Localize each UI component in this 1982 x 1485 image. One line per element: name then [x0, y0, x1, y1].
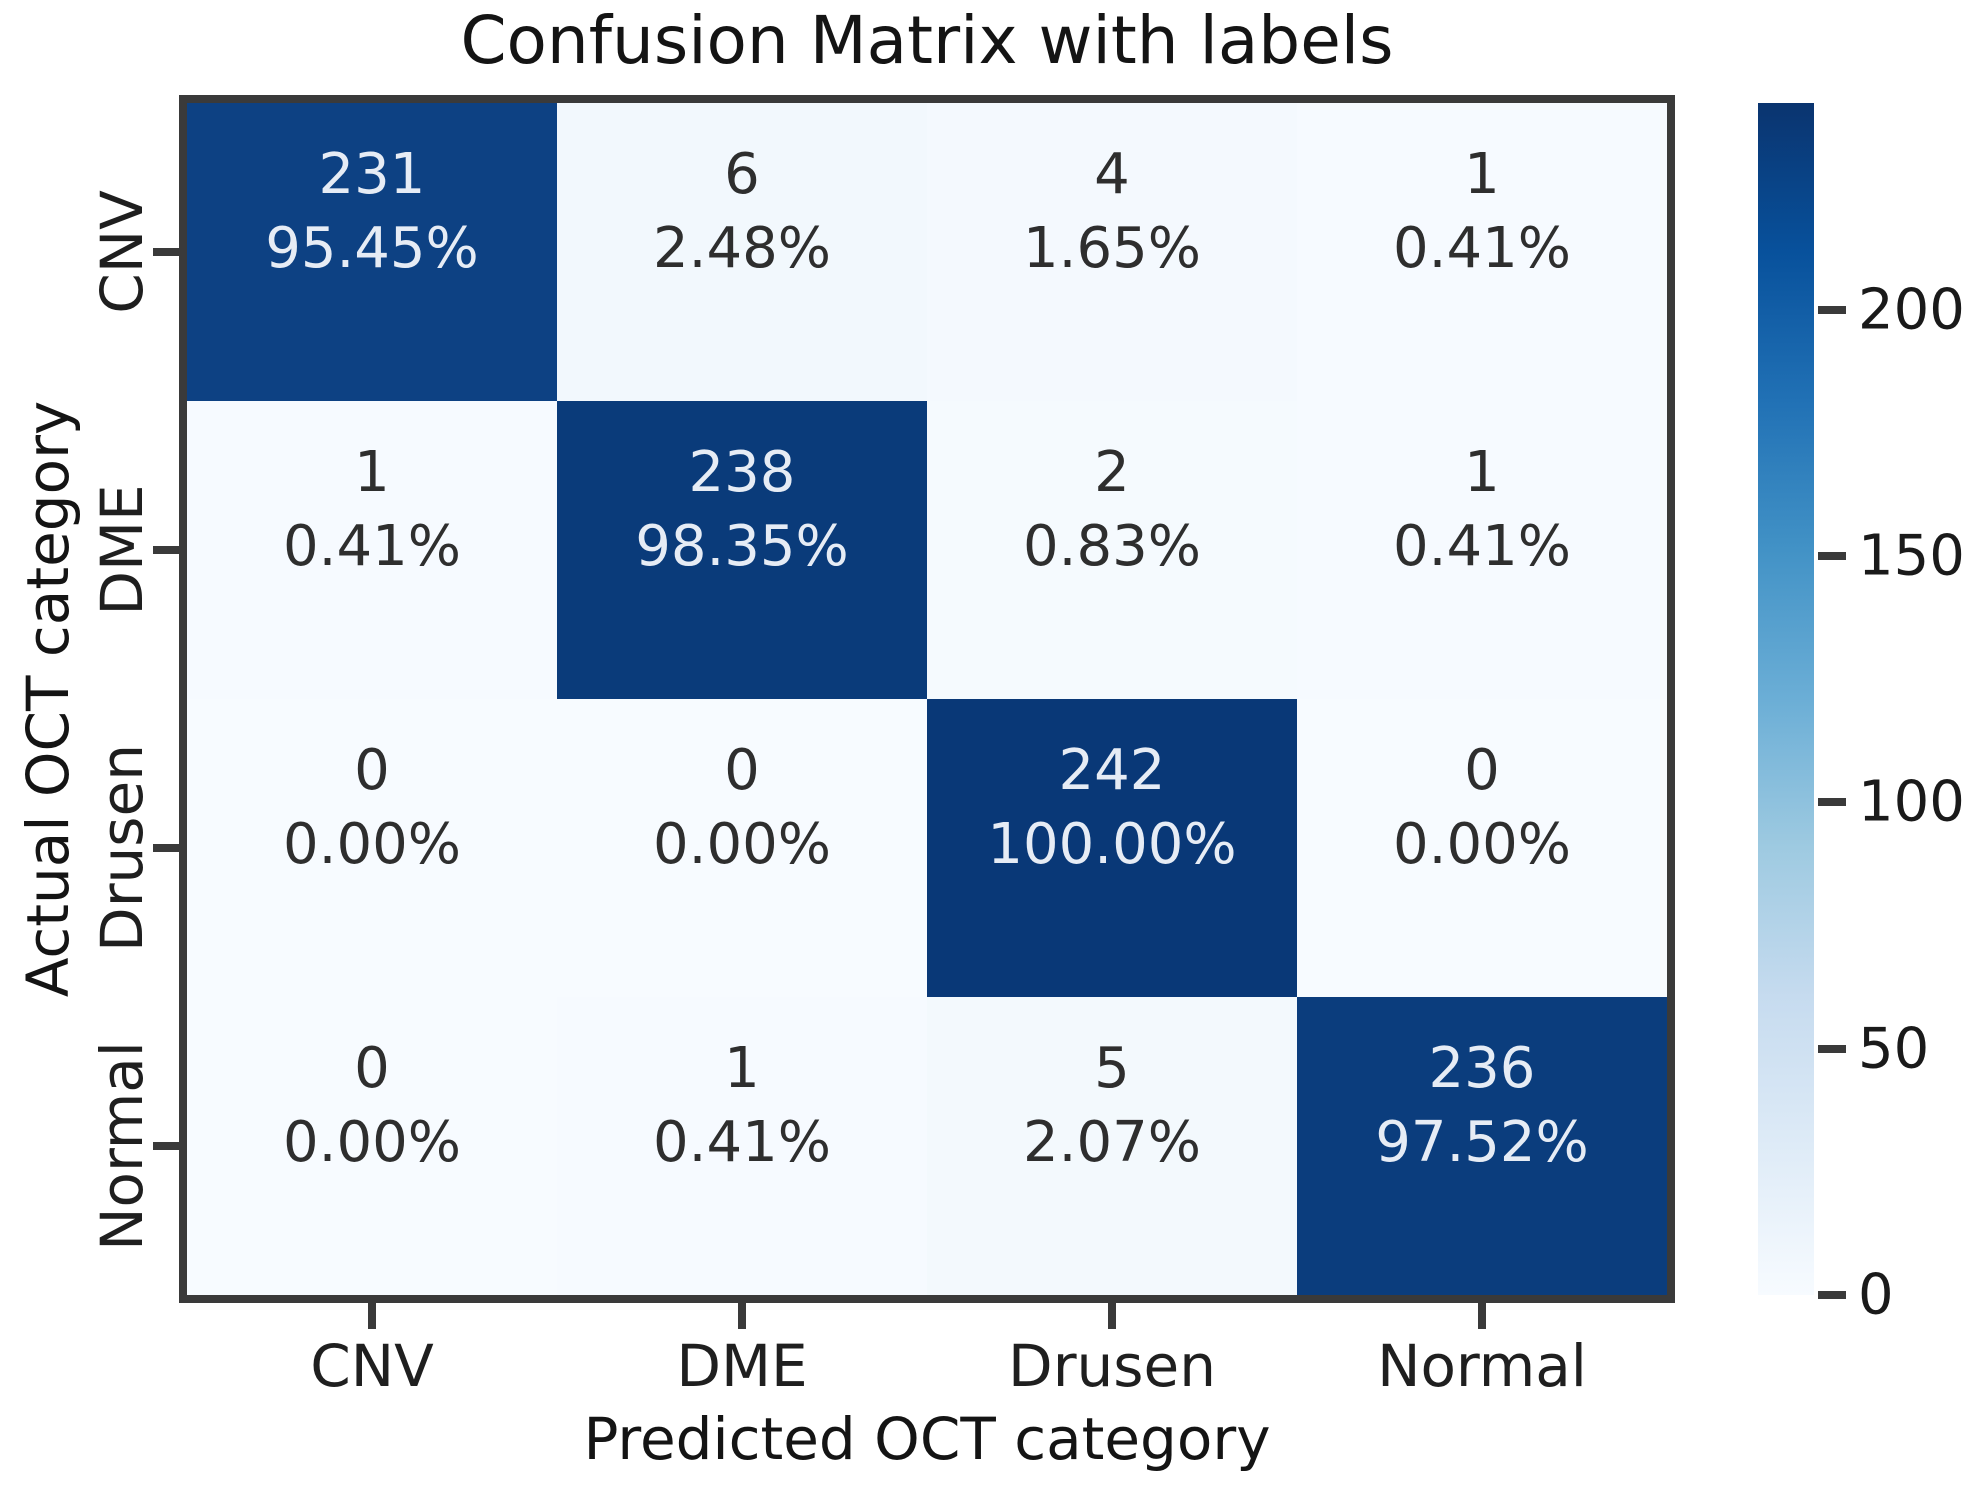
cell-count: 1 — [354, 440, 390, 506]
colorbar-tick-label: 50 — [1858, 1016, 1930, 1082]
matrix-cell: 238 98.35% — [557, 401, 927, 699]
colorbar-tick-label: 200 — [1858, 277, 1965, 343]
cell-count: 231 — [318, 142, 426, 208]
cell-count: 236 — [1428, 1036, 1536, 1102]
x-axis-tick — [738, 1303, 746, 1329]
x-axis-label: Predicted OCT category — [583, 1405, 1271, 1473]
cell-percent: 0.00% — [1393, 812, 1571, 877]
cell-count: 238 — [688, 440, 796, 506]
matrix-cell: 5 2.07% — [927, 997, 1297, 1295]
colorbar-tick-label: 0 — [1858, 1262, 1894, 1328]
cell-percent: 2.48% — [653, 216, 831, 281]
chart-title: Confusion Matrix with labels — [460, 2, 1394, 79]
heatmap-grid: 231 95.45% 6 2.48% 4 1.65% 1 0.41% 1 0.41% 238 98.3… — [187, 103, 1667, 1295]
cell-percent: 97.52% — [1375, 1110, 1589, 1175]
cell-count: 6 — [724, 142, 760, 208]
cell-count: 1 — [724, 1036, 760, 1102]
y-axis-label: Actual OCT category — [14, 400, 82, 998]
cell-percent: 98.35% — [635, 514, 849, 579]
plot-border — [179, 95, 1675, 1303]
y-axis-tick-label: Normal — [88, 1041, 156, 1251]
y-axis-tick-label: CNV — [88, 190, 156, 314]
y-axis-tick — [153, 546, 179, 554]
cell-percent: 0.00% — [283, 812, 461, 877]
y-axis-tick-label: Drusen — [88, 744, 156, 952]
y-axis-tick-label: DME — [88, 484, 156, 616]
cell-count: 0 — [1464, 738, 1500, 804]
matrix-cell: 2 0.83% — [927, 401, 1297, 699]
cell-percent: 0.00% — [283, 1110, 461, 1175]
cell-count: 1 — [1464, 142, 1500, 208]
colorbar-tick — [1818, 552, 1846, 561]
cell-count: 242 — [1058, 738, 1166, 804]
colorbar-tick-label: 100 — [1858, 769, 1965, 835]
matrix-cell: 1 0.41% — [187, 401, 557, 699]
cell-percent: 2.07% — [1023, 1110, 1201, 1175]
matrix-cell: 6 2.48% — [557, 103, 927, 401]
matrix-cell: 0 0.00% — [187, 699, 557, 997]
cell-percent: 100.00% — [987, 812, 1237, 877]
cell-percent: 0.41% — [283, 514, 461, 579]
matrix-cell: 4 1.65% — [927, 103, 1297, 401]
matrix-cell: 242 100.00% — [927, 699, 1297, 997]
x-axis-tick-label: Normal — [1377, 1332, 1587, 1400]
cell-count: 0 — [354, 738, 390, 804]
matrix-cell: 0 0.00% — [1297, 699, 1667, 997]
cell-count: 0 — [354, 1036, 390, 1102]
y-axis-tick — [153, 844, 179, 852]
cell-percent: 0.83% — [1023, 514, 1201, 579]
colorbar-tick-label: 150 — [1858, 523, 1965, 589]
cell-percent: 0.41% — [1393, 514, 1571, 579]
x-axis-tick-label: DME — [676, 1332, 808, 1400]
cell-percent: 1.65% — [1023, 216, 1201, 281]
matrix-cell: 231 95.45% — [187, 103, 557, 401]
cell-count: 0 — [724, 738, 760, 804]
cell-count: 2 — [1094, 440, 1130, 506]
matrix-cell: 1 0.41% — [1297, 103, 1667, 401]
matrix-cell: 236 97.52% — [1297, 997, 1667, 1295]
x-axis-tick-label: Drusen — [1008, 1332, 1216, 1400]
cell-count: 4 — [1094, 142, 1130, 208]
colorbar-gradient — [1758, 103, 1814, 1295]
matrix-cell: 0 0.00% — [557, 699, 927, 997]
matrix-cell: 1 0.41% — [557, 997, 927, 1295]
matrix-cell: 1 0.41% — [1297, 401, 1667, 699]
colorbar-tick — [1818, 798, 1846, 807]
x-axis-tick — [1108, 1303, 1116, 1329]
cell-percent: 0.41% — [1393, 216, 1571, 281]
matrix-cell: 0 0.00% — [187, 997, 557, 1295]
colorbar-tick — [1818, 1291, 1846, 1299]
colorbar-tick — [1818, 1044, 1846, 1053]
colorbar-tick — [1818, 305, 1846, 314]
y-axis-tick — [153, 248, 179, 256]
cell-count: 5 — [1094, 1036, 1130, 1102]
cell-percent: 95.45% — [265, 216, 479, 281]
y-axis-tick — [153, 1142, 179, 1150]
cell-percent: 0.41% — [653, 1110, 831, 1175]
x-axis-tick-label: CNV — [310, 1332, 434, 1400]
cell-count: 1 — [1464, 440, 1500, 506]
cell-percent: 0.00% — [653, 812, 831, 877]
x-axis-tick — [368, 1303, 376, 1329]
x-axis-tick — [1478, 1303, 1486, 1329]
